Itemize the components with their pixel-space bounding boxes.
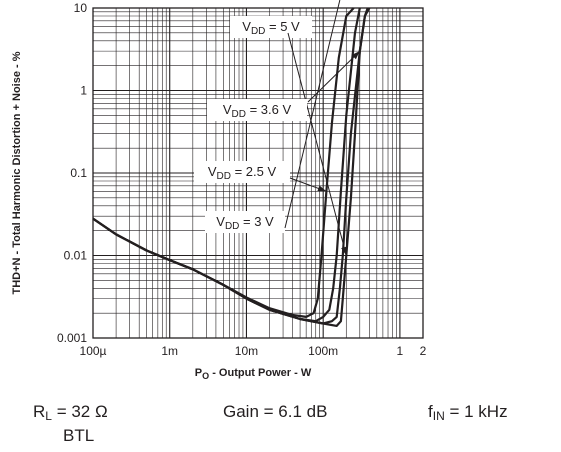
x-axis-label-sub: O	[202, 371, 209, 381]
series-label-subscript: DD	[225, 221, 239, 232]
y-tick-label: 0.001	[57, 331, 87, 345]
series-label-box	[194, 161, 290, 183]
gain-condition: Gain = 6.1 dB	[223, 402, 328, 421]
series-label-value: = 3 V	[239, 214, 274, 229]
series-label-value: = 3.6 V	[246, 102, 291, 117]
fin-symbol: f	[428, 402, 433, 421]
x-tick-label: 100m	[308, 344, 338, 358]
y-tick-label: 10	[74, 1, 88, 15]
series-label-subscript: DD	[232, 109, 246, 120]
y-axis-label: THD+N - Total Harmonic Distortion + Nois…	[11, 51, 23, 294]
chart-series	[92, 7, 371, 327]
series-label: VDD = 3.6 V	[223, 102, 292, 120]
series-label-leader	[284, 0, 341, 229]
series-label-arrowhead	[351, 51, 360, 60]
series-label-symbol: V	[242, 19, 251, 34]
series-label: VDD = 5 V	[242, 19, 300, 37]
fin-value: = 1 kHz	[444, 402, 508, 421]
chart-ticks: 100µ 1m 10m 100m 1 2 0.001 0.01 0.1 1 10	[57, 1, 427, 358]
series-label-leader	[307, 50, 361, 103]
series-label-symbol: V	[223, 102, 232, 117]
x-tick-label: 2	[420, 344, 427, 358]
rl-value: = 32 Ω	[51, 402, 108, 421]
series-label-box	[207, 99, 307, 121]
rl-subscript: L	[45, 409, 52, 423]
input-frequency-condition: fIN = 1 kHz	[428, 402, 508, 423]
x-tick-label: 1m	[161, 344, 178, 358]
series-label-symbol: V	[216, 214, 225, 229]
series-label: VDD = 3 V	[216, 214, 274, 232]
x-tick-label: 1	[397, 344, 404, 358]
y-tick-label: 0.1	[70, 166, 87, 180]
btl-condition: BTL	[63, 426, 95, 445]
series-label-symbol: V	[208, 164, 217, 179]
series-label-leader	[287, 32, 347, 256]
plot-frame	[92, 7, 424, 339]
series-line	[92, 7, 371, 327]
series-label-value: = 5 V	[265, 19, 300, 34]
series-label-subscript: DD	[251, 26, 265, 37]
x-axis-label-main: P	[195, 367, 202, 379]
rl-symbol: R	[33, 402, 46, 421]
x-axis-label: PO - Output Power - W	[195, 367, 312, 381]
x-tick-label: 10m	[235, 344, 258, 358]
y-tick-label: 1	[80, 84, 87, 98]
series-label-box	[230, 16, 312, 38]
series-label-value: = 2.5 V	[231, 164, 276, 179]
series-label-subscript: DD	[217, 171, 231, 182]
series-label: VDD = 2.5 V	[208, 164, 277, 182]
y-tick-label: 0.01	[64, 249, 88, 263]
x-tick-label: 100µ	[80, 344, 107, 358]
fin-subscript: IN	[432, 409, 445, 423]
series-label-box	[205, 211, 285, 233]
x-axis-label-rest: - Output Power - W	[209, 367, 312, 379]
load-resistance-condition: RL = 32 Ω	[33, 402, 108, 423]
series-label-arrowhead	[341, 246, 348, 256]
series-label-arrowhead	[317, 185, 327, 192]
